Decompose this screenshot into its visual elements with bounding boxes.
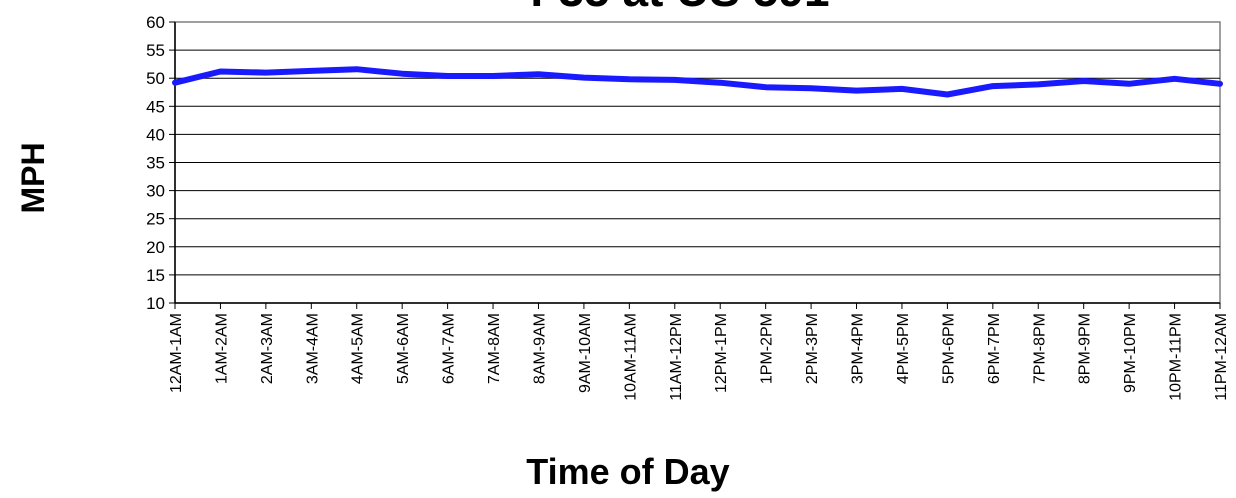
data-point (399, 71, 405, 77)
x-tick-label: 10PM-11PM (1168, 313, 1185, 401)
y-tick-label: 50 (146, 69, 165, 88)
y-tick-label: 15 (146, 266, 165, 285)
data-point (1035, 81, 1041, 87)
y-tick-label: 40 (146, 125, 165, 144)
x-tick-label: 9PM-10PM (1122, 313, 1139, 393)
x-tick-label: 6AM-7AM (441, 313, 458, 384)
data-point (990, 83, 996, 89)
data-point (1172, 76, 1178, 82)
data-point (944, 91, 950, 97)
y-axis-title: MPH (15, 142, 51, 213)
y-tick-label: 20 (146, 238, 165, 257)
data-point (899, 86, 905, 92)
x-tick-label: 8AM-9AM (531, 313, 548, 384)
gridlines (175, 49, 1220, 276)
y-tick-label: 45 (146, 97, 165, 116)
y-tick-label: 30 (146, 182, 165, 201)
data-point (1081, 78, 1087, 84)
data-point (172, 80, 178, 86)
x-tick-label: 10AM-11AM (622, 313, 639, 401)
x-tick-label: 11PM-12AM (1213, 313, 1230, 401)
data-point (672, 77, 678, 83)
data-point (308, 68, 314, 74)
x-tick-label: 4PM-5PM (895, 313, 912, 384)
x-tick-label: 2AM-3AM (259, 313, 276, 384)
data-point (263, 70, 269, 76)
data-point (1217, 81, 1223, 87)
x-tick-label: 5AM-6AM (395, 313, 412, 384)
data-point (854, 88, 860, 94)
data-point (217, 68, 223, 74)
x-axis-ticks: 12AM-1AM 1AM-2AM 2AM-3AM 3AM-4AM 4AM-5AM 5AM-… (168, 303, 1230, 401)
x-tick-label: 4AM-5AM (350, 313, 367, 384)
data-point (445, 73, 451, 79)
y-tick-label: 10 (146, 294, 165, 313)
y-tick-label: 60 (146, 13, 165, 32)
data-point (808, 85, 814, 91)
x-tick-label: 3AM-4AM (304, 313, 321, 384)
series-line (172, 66, 1223, 98)
y-tick-label: 55 (146, 41, 165, 60)
data-point (490, 73, 496, 79)
x-tick-label: 9AM-10AM (577, 313, 594, 393)
x-tick-label: 5PM-6PM (940, 313, 957, 384)
x-tick-label: 11AM-12PM (668, 313, 685, 401)
x-tick-label: 12PM-1PM (713, 313, 730, 393)
x-tick-label: 7AM-8AM (486, 313, 503, 384)
x-tick-label: 1PM-2PM (759, 313, 776, 384)
data-point (535, 71, 541, 77)
data-point (626, 76, 632, 82)
chart-title: I-35 at US 591 (530, 0, 829, 16)
x-tick-label: 12AM-1AM (168, 313, 185, 393)
x-tick-label: 1AM-2AM (213, 313, 230, 384)
series-layer (172, 66, 1223, 98)
y-tick-label: 35 (146, 154, 165, 173)
x-tick-label: 3PM-4PM (850, 313, 867, 384)
x-tick-label: 2PM-3PM (804, 313, 821, 384)
y-axis-ticks: 10 15 20 25 30 35 40 45 50 55 60 (146, 13, 175, 313)
data-point (1126, 81, 1132, 87)
data-point (354, 66, 360, 72)
x-tick-label: 7PM-8PM (1031, 313, 1048, 384)
data-point (581, 75, 587, 81)
x-axis-title: Time of Day (526, 451, 729, 492)
data-point (763, 84, 769, 90)
x-tick-label: 6PM-7PM (986, 313, 1003, 384)
data-point (717, 80, 723, 86)
x-tick-label: 8PM-9PM (1077, 313, 1094, 384)
y-tick-label: 25 (146, 210, 165, 229)
